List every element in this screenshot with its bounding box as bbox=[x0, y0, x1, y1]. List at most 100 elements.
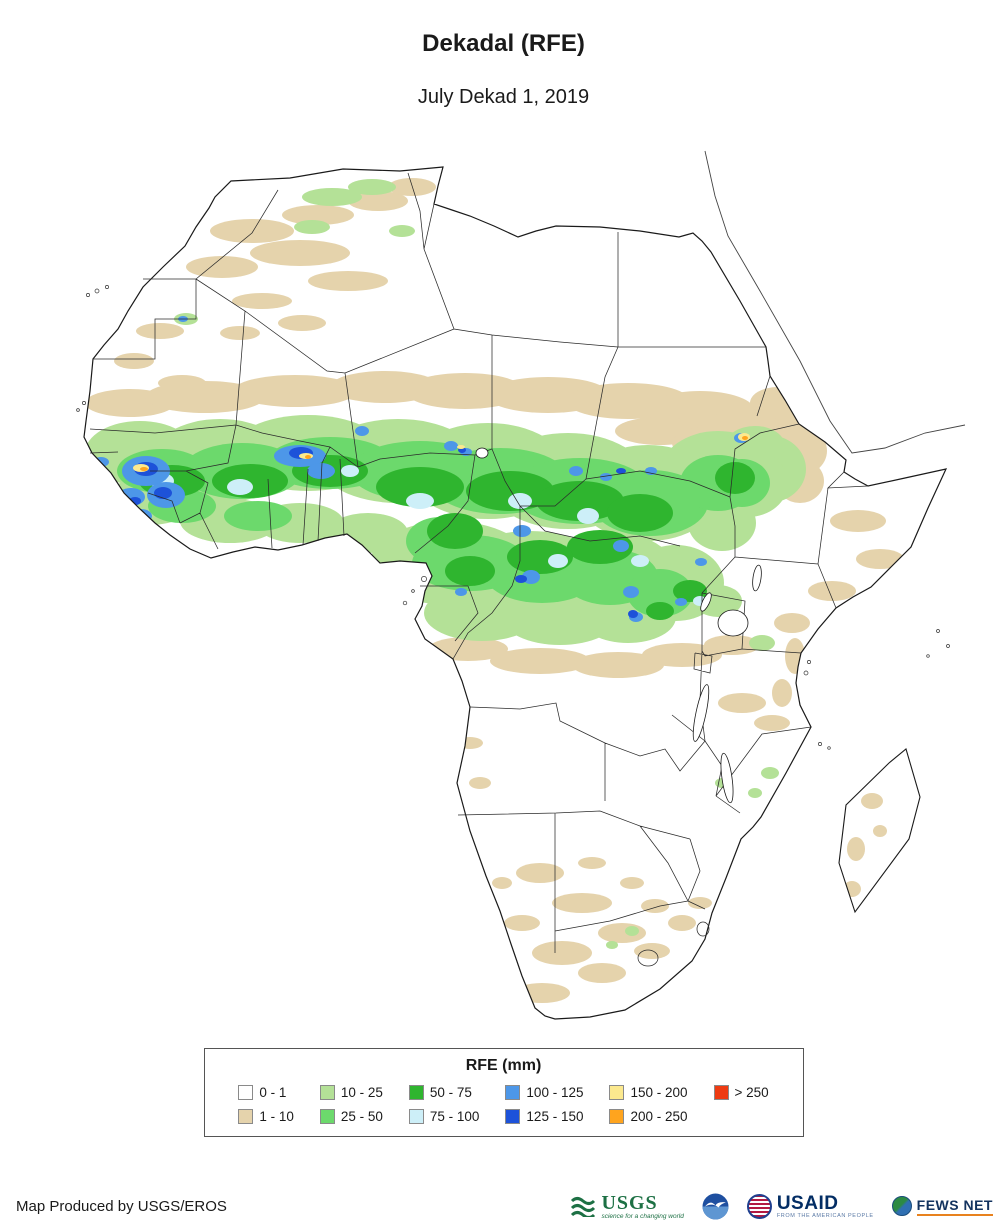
rain-patch bbox=[224, 501, 292, 531]
rain-patch bbox=[536, 481, 624, 521]
rain-patch bbox=[341, 465, 359, 477]
rain-patch bbox=[627, 569, 693, 617]
rain-patch bbox=[282, 205, 354, 225]
rain-patch bbox=[114, 353, 154, 369]
legend-item: 150 - 200 bbox=[609, 1085, 688, 1100]
rain-patch bbox=[806, 643, 834, 659]
legend-item: 25 - 50 bbox=[319, 1109, 383, 1124]
island bbox=[76, 408, 80, 412]
island bbox=[411, 589, 415, 593]
rain-patch bbox=[704, 635, 760, 655]
legend-swatch bbox=[319, 1085, 335, 1100]
rain-patch bbox=[668, 915, 696, 931]
legend-label: 150 - 200 bbox=[630, 1085, 688, 1100]
rain-patch bbox=[455, 588, 467, 596]
map-document: Dekadal (RFE) July Dekad 1, 2019 bbox=[0, 30, 1007, 1220]
rain-patch bbox=[220, 326, 260, 340]
legend-swatch bbox=[238, 1109, 254, 1124]
lakes bbox=[475, 447, 762, 804]
rain-patch bbox=[227, 479, 253, 495]
rain-patch bbox=[140, 467, 148, 471]
legend-item: > 250 bbox=[713, 1085, 769, 1100]
arabia-coastline bbox=[704, 150, 966, 454]
globe-icon bbox=[891, 1196, 912, 1217]
rain-patch bbox=[513, 525, 531, 537]
legend-label: > 250 bbox=[734, 1085, 769, 1100]
rain-patch bbox=[616, 468, 626, 474]
rain-patch bbox=[548, 554, 568, 568]
rain-patch bbox=[186, 256, 258, 278]
rain-patch bbox=[715, 462, 755, 494]
usgs-wordmark: USGS bbox=[601, 1191, 658, 1214]
rain-patch bbox=[749, 635, 775, 651]
legend-item: 125 - 150 bbox=[505, 1109, 583, 1124]
legend-label: 50 - 75 bbox=[429, 1085, 472, 1100]
rain-patch bbox=[210, 219, 294, 243]
island bbox=[827, 746, 831, 750]
rain-patch bbox=[305, 455, 311, 459]
legend-swatch bbox=[609, 1109, 625, 1124]
island bbox=[936, 629, 940, 633]
rain-patch bbox=[508, 493, 532, 509]
rain-patch bbox=[444, 441, 458, 451]
rain-patch bbox=[598, 923, 646, 943]
legend-swatch bbox=[505, 1109, 521, 1124]
rain-patch bbox=[389, 225, 415, 237]
usaid-seal-icon bbox=[746, 1193, 772, 1219]
rain-patch bbox=[348, 191, 408, 211]
rain-patch bbox=[569, 466, 583, 476]
rain-patch bbox=[445, 556, 495, 586]
rain-patch bbox=[376, 467, 464, 507]
rain-patch bbox=[748, 788, 762, 798]
rain-patch bbox=[606, 941, 618, 949]
map-credit: Map Produced by USGS/EROS bbox=[16, 1197, 227, 1215]
lake-turkana bbox=[752, 564, 762, 592]
rain-patch bbox=[307, 463, 335, 479]
legend-label: 100 - 125 bbox=[526, 1085, 584, 1100]
rain-patch bbox=[457, 737, 483, 749]
rain-patch bbox=[406, 493, 434, 509]
small-states bbox=[637, 921, 710, 967]
country-borders bbox=[89, 172, 869, 953]
rain-patch bbox=[628, 610, 638, 618]
rain-patch bbox=[772, 679, 792, 707]
rain-patch bbox=[578, 857, 606, 869]
rain-patch bbox=[631, 555, 649, 567]
rain-patch bbox=[750, 387, 806, 419]
rain-patch bbox=[388, 178, 436, 196]
legend-label: 1 - 10 bbox=[259, 1109, 294, 1124]
legend-item: 100 - 125 bbox=[505, 1085, 583, 1100]
rain-patch bbox=[645, 467, 657, 475]
legend-swatch bbox=[609, 1085, 625, 1100]
rain-patch bbox=[856, 549, 904, 569]
legend-swatch bbox=[319, 1109, 335, 1124]
rain-patch bbox=[847, 837, 865, 861]
legend-swatch bbox=[238, 1085, 254, 1100]
rain-patch bbox=[578, 963, 626, 983]
eswatini-border bbox=[696, 921, 710, 937]
rain-patch bbox=[718, 693, 766, 713]
island bbox=[94, 288, 100, 294]
legend-item: 50 - 75 bbox=[408, 1085, 480, 1100]
rain-patch bbox=[504, 915, 540, 931]
legend-swatch bbox=[713, 1085, 729, 1100]
rain-patch bbox=[808, 581, 856, 601]
legend-item: 10 - 25 bbox=[319, 1085, 383, 1100]
africa-coastline bbox=[83, 166, 948, 1020]
rain-patch bbox=[830, 510, 886, 532]
rain-patch bbox=[490, 648, 590, 674]
rain-patch bbox=[117, 488, 145, 506]
legend-swatch bbox=[505, 1085, 521, 1100]
rain-patch bbox=[136, 323, 184, 339]
rain-patch bbox=[492, 877, 512, 889]
rain-patch bbox=[572, 652, 664, 678]
rain-patch bbox=[232, 293, 292, 309]
island bbox=[946, 644, 950, 648]
rain-patch bbox=[761, 767, 779, 779]
island bbox=[818, 742, 822, 746]
rain-patch bbox=[641, 899, 669, 913]
rain-patch bbox=[742, 436, 748, 440]
rain-patch bbox=[233, 375, 357, 407]
island bbox=[421, 576, 427, 582]
rain-patch bbox=[675, 598, 687, 606]
